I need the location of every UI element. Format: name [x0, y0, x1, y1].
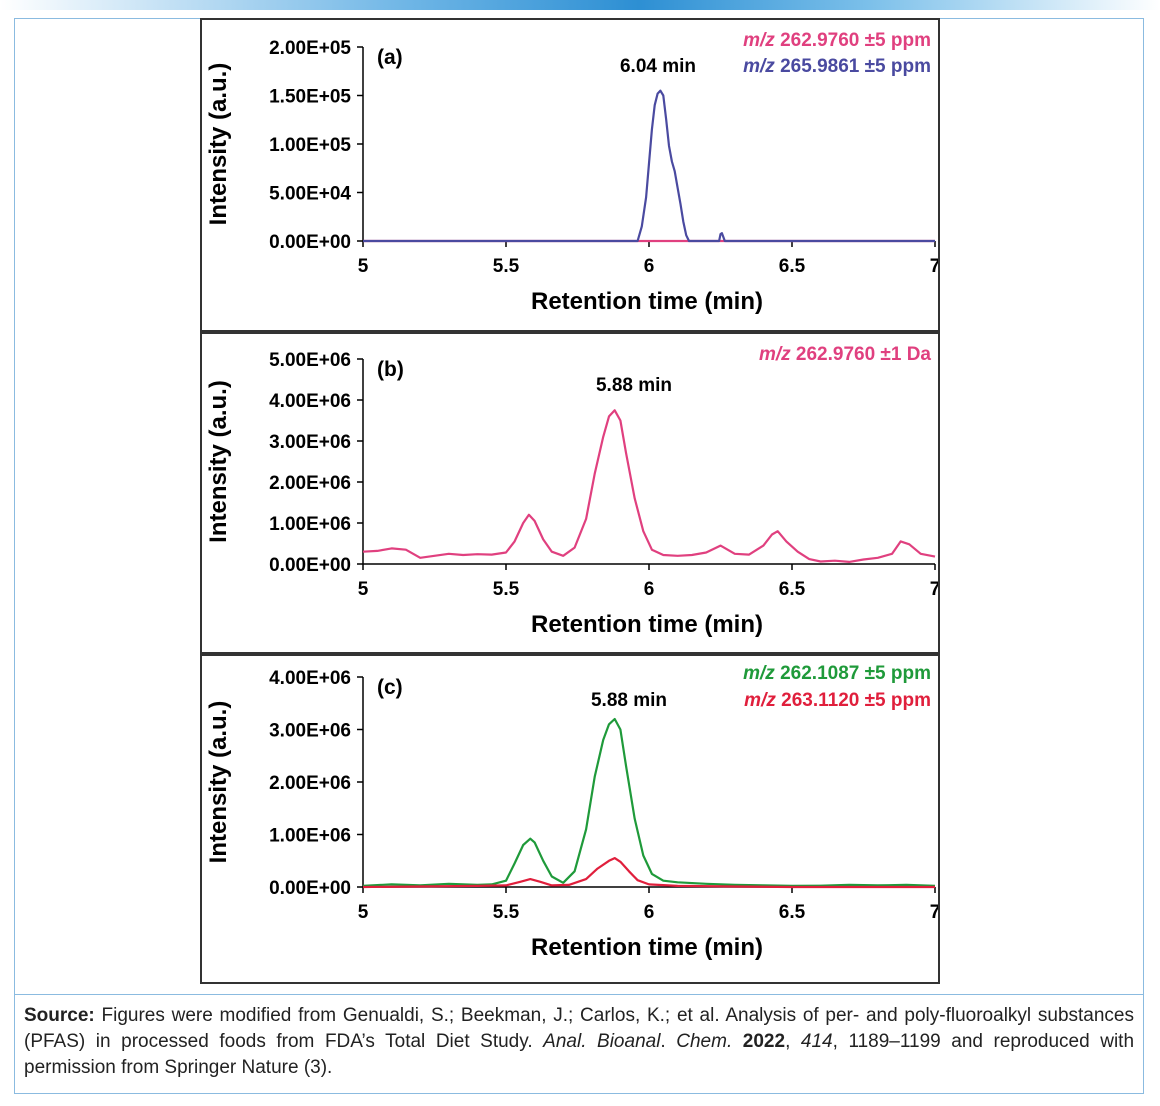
panel-label: (c): [377, 676, 403, 699]
x-tick-label: 5: [358, 579, 369, 600]
chart-b-svg: 0.00E+00 1.00E+06 2.00E+06 3.00E+06 4.00E+06…: [205, 344, 938, 638]
x-tick-label: 7: [930, 579, 938, 600]
peak-annotation: 5.88 min: [591, 690, 667, 711]
source-journal-2: Chem.: [676, 1031, 733, 1052]
y-tick-label: 0.00E+00: [269, 878, 351, 899]
panel-label: (a): [377, 46, 403, 69]
x-axis-label: Retention time (min): [531, 611, 763, 638]
legend-text: 262.9760 ±5 ppm: [775, 30, 931, 51]
x-tick-label: 5.5: [493, 256, 520, 277]
source-volume: 414: [800, 1031, 833, 1052]
x-tick-label: 5: [358, 902, 369, 923]
y-axis-label: Intensity (a.u.): [205, 63, 232, 226]
source-text-1: Figures were modified from Genualdi, S.;…: [24, 1005, 1134, 1052]
x-axis-label: Retention time (min): [531, 934, 763, 961]
legend-entry: m/z 265.9861 ±5 ppm: [743, 56, 931, 77]
x-tick-label: 6: [644, 579, 655, 600]
legend-entry: m/z 263.1120 ±5 ppm: [744, 690, 931, 711]
legend-mz-prefix: m/z: [743, 30, 775, 51]
y-tick-label: 3.00E+06: [269, 432, 351, 453]
source-caption: Source: Figures were modified from Genua…: [14, 994, 1144, 1094]
panel-label: (b): [377, 358, 404, 381]
y-tick-label: 1.00E+06: [269, 826, 351, 847]
y-tick-label: 5.00E+06: [269, 350, 351, 371]
chart-panel-a: 0.00E+00 5.00E+04 1.00E+05 1.50E+05 2.00E+05…: [200, 18, 940, 332]
x-tick-label: 7: [930, 902, 938, 923]
legend-mz-prefix: m/z: [743, 56, 775, 77]
source-journal: Anal. Bioanal: [543, 1031, 661, 1052]
y-tick-label: 4.00E+06: [269, 391, 351, 412]
series-line-1: [362, 717, 936, 887]
y-tick-label: 0.00E+00: [269, 232, 351, 253]
x-tick-label: 5.5: [493, 902, 520, 923]
legend-mz-prefix: m/z: [759, 344, 791, 365]
top-accent-bar: [0, 0, 1160, 10]
legend-text: 265.9861 ±5 ppm: [775, 56, 931, 77]
y-tick-label: 1.00E+05: [269, 135, 351, 156]
y-axis-label: Intensity (a.u.): [205, 380, 232, 543]
x-axis-label: Retention time (min): [531, 288, 763, 315]
peak-annotation: 6.04 min: [620, 56, 696, 77]
series-line-2: [362, 857, 935, 889]
legend-mz-prefix: m/z: [744, 690, 776, 711]
x-tick-label: 6.5: [779, 579, 806, 600]
y-axis-label: Intensity (a.u.): [205, 701, 232, 864]
legend-entry: m/z 262.9760 ±1 Da: [759, 344, 931, 365]
chart-panel-c: 0.00E+00 1.00E+06 2.00E+06 3.00E+06 4.00E+06…: [200, 654, 940, 984]
x-tick-label: 6: [644, 256, 655, 277]
y-tick-label: 1.00E+06: [269, 514, 351, 535]
chart-a-svg: 0.00E+00 5.00E+04 1.00E+05 1.50E+05 2.00E+05…: [205, 30, 938, 315]
y-tick-label: 3.00E+06: [269, 721, 351, 742]
series-line-2: [363, 89, 935, 243]
y-tick-label: 0.00E+00: [269, 555, 351, 576]
chart-panel-b: 0.00E+00 1.00E+06 2.00E+06 3.00E+06 4.00E+06…: [200, 332, 940, 654]
legend-entry: m/z 262.1087 ±5 ppm: [743, 663, 931, 684]
legend-mz-prefix: m/z: [743, 663, 775, 684]
source-text-2: , 1189–1199 and reproduced with permissi…: [24, 1031, 1135, 1078]
x-tick-label: 5: [358, 256, 369, 277]
x-tick-label: 7: [930, 256, 938, 277]
peak-annotation: 5.88 min: [596, 375, 672, 396]
source-year: 2022: [732, 1031, 786, 1052]
y-tick-label: 2.00E+06: [269, 773, 351, 794]
legend-entry: m/z 262.9760 ±5 ppm: [743, 30, 931, 51]
legend-text: 263.1120 ±5 ppm: [776, 690, 931, 711]
x-tick-label: 6: [644, 902, 655, 923]
x-tick-label: 6.5: [779, 902, 806, 923]
legend-text: 262.1087 ±5 ppm: [775, 663, 931, 684]
x-tick-label: 6.5: [779, 256, 806, 277]
y-tick-label: 5.00E+04: [269, 184, 351, 205]
y-tick-label: 2.00E+06: [269, 473, 351, 494]
chart-c-svg: 0.00E+00 1.00E+06 2.00E+06 3.00E+06 4.00E+06…: [205, 663, 938, 961]
y-tick-label: 1.50E+05: [269, 87, 351, 108]
legend-text: 262.9760 ±1 Da: [791, 344, 932, 365]
y-tick-label: 2.00E+05: [269, 38, 351, 59]
source-label: Source:: [24, 1005, 95, 1026]
x-tick-label: 5.5: [493, 579, 520, 600]
series-line-1: [362, 409, 936, 563]
source-comma: ,: [785, 1031, 801, 1052]
source-dot: .: [660, 1031, 677, 1052]
y-tick-label: 4.00E+06: [269, 668, 351, 689]
